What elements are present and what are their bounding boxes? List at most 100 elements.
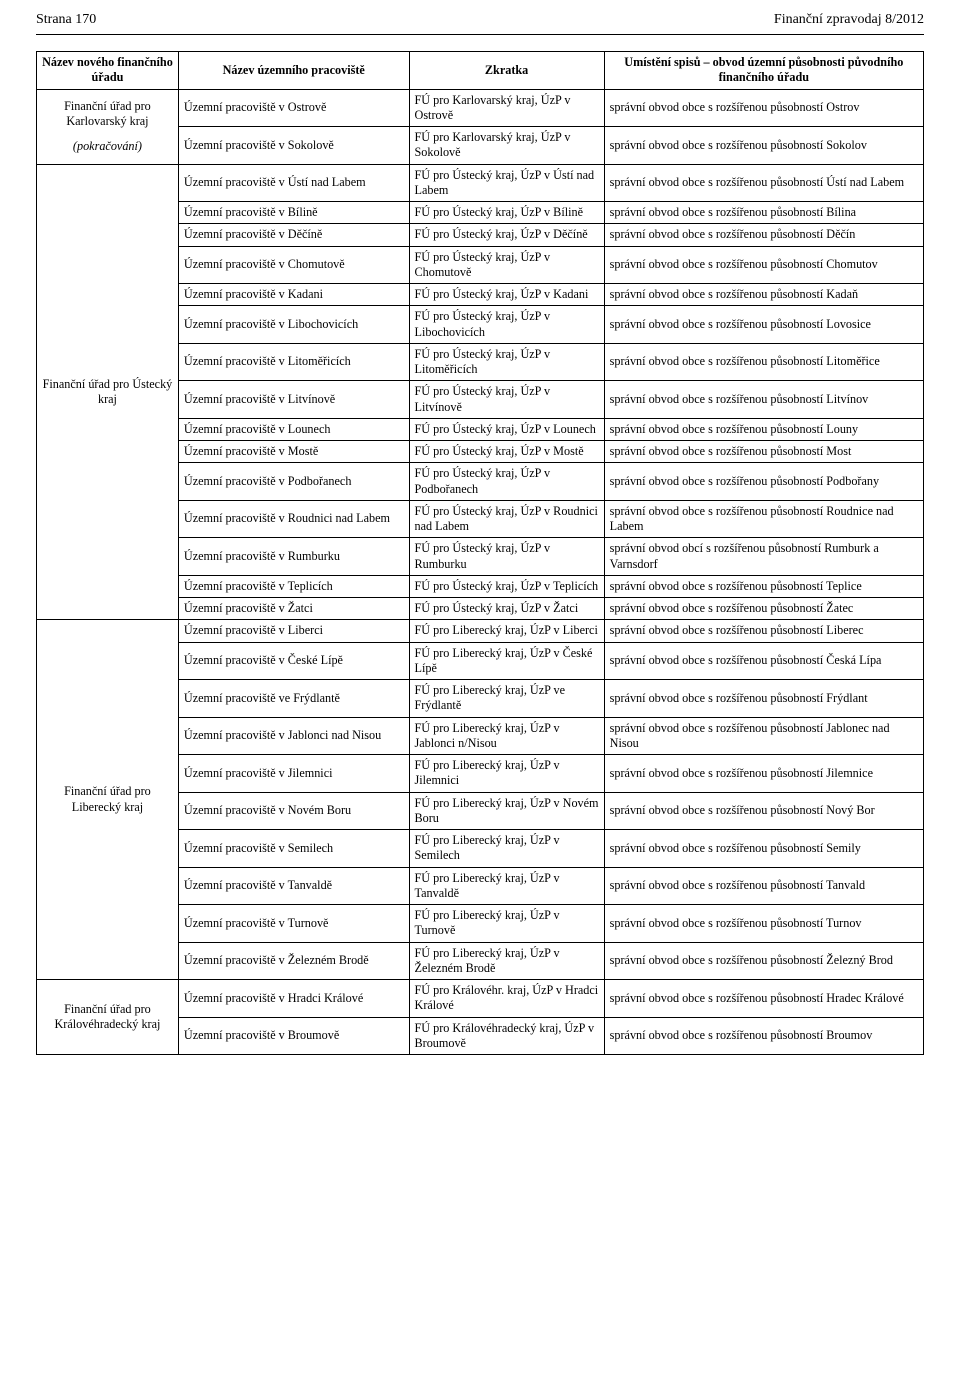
jurisdiction-cell: správní obvod obce s rozšířenou působnos… [604, 905, 923, 943]
abbrev-cell: FÚ pro Ústecký kraj, ÚzP v Roudnici nad … [409, 500, 604, 538]
jurisdiction-cell: správní obvod obce s rozšířenou působnos… [604, 343, 923, 381]
workplace-cell: Územní pracoviště v Železném Brodě [178, 942, 409, 980]
jurisdiction-cell: správní obvod obce s rozšířenou působnos… [604, 306, 923, 344]
abbrev-cell: FÚ pro Liberecký kraj, ÚzP v České Lípě [409, 642, 604, 680]
jurisdiction-cell: správní obvod obce s rozšířenou působnos… [604, 224, 923, 246]
workplace-cell: Územní pracoviště v Sokolově [178, 127, 409, 165]
table-body: Finanční úřad pro Karlovarský kraj(pokra… [37, 89, 924, 1055]
workplace-cell: Územní pracoviště v Hradci Králové [178, 980, 409, 1018]
workplace-cell: Územní pracoviště v Kadani [178, 284, 409, 306]
abbrev-cell: FÚ pro Liberecký kraj, ÚzP v Jablonci n/… [409, 717, 604, 755]
workplace-cell: Územní pracoviště v Liberci [178, 620, 409, 642]
jurisdiction-cell: správní obvod obce s rozšířenou působnos… [604, 1017, 923, 1055]
jurisdiction-cell: správní obvod obce s rozšířenou působnos… [604, 942, 923, 980]
jurisdiction-cell: správní obvod obce s rozšířenou působnos… [604, 680, 923, 718]
table-row: Finanční úřad pro Ústecký krajÚzemní pra… [37, 164, 924, 202]
workplace-cell: Územní pracoviště ve Frýdlantě [178, 680, 409, 718]
abbrev-cell: FÚ pro Ústecký kraj, ÚzP v Mostě [409, 441, 604, 463]
jurisdiction-cell: správní obvod obce s rozšířenou působnos… [604, 284, 923, 306]
jurisdiction-cell: správní obvod obce s rozšířenou působnos… [604, 598, 923, 620]
workplace-cell: Územní pracoviště v Teplicích [178, 575, 409, 597]
table-header-row: Název nového finančního úřadu Název územ… [37, 52, 924, 90]
workplace-cell: Územní pracoviště v Roudnici nad Labem [178, 500, 409, 538]
workplace-cell: Územní pracoviště v Ostrově [178, 89, 409, 127]
workplace-cell: Územní pracoviště v Mostě [178, 441, 409, 463]
jurisdiction-cell: správní obvod obcí s rozšířenou působnos… [604, 538, 923, 576]
jurisdiction-cell: správní obvod obce s rozšířenou působnos… [604, 717, 923, 755]
abbrev-cell: FÚ pro Ústecký kraj, ÚzP v Chomutově [409, 246, 604, 284]
header-rule [36, 34, 924, 35]
table-row: Finanční úřad pro Liberecký krajÚzemní p… [37, 620, 924, 642]
page-number: Strana 170 [36, 12, 96, 28]
office-cell: Finanční úřad pro Liberecký kraj [37, 620, 179, 980]
table-row: Finanční úřad pro Královéhradecký krajÚz… [37, 980, 924, 1018]
offices-table: Název nového finančního úřadu Název územ… [36, 51, 924, 1055]
workplace-cell: Územní pracoviště v Lounech [178, 418, 409, 440]
office-cell: Finanční úřad pro Karlovarský kraj(pokra… [37, 89, 179, 164]
abbrev-cell: FÚ pro Liberecký kraj, ÚzP v Železném Br… [409, 942, 604, 980]
workplace-cell: Územní pracoviště v Jablonci nad Nisou [178, 717, 409, 755]
office-cell: Finanční úřad pro Královéhradecký kraj [37, 980, 179, 1055]
abbrev-cell: FÚ pro Ústecký kraj, ÚzP v Lounech [409, 418, 604, 440]
table-row: Finanční úřad pro Karlovarský kraj(pokra… [37, 89, 924, 127]
abbrev-cell: FÚ pro Liberecký kraj, ÚzP v Novém Boru [409, 792, 604, 830]
abbrev-cell: FÚ pro Liberecký kraj, ÚzP v Turnově [409, 905, 604, 943]
office-cell: Finanční úřad pro Ústecký kraj [37, 164, 179, 620]
journal-title: Finanční zpravodaj 8/2012 [774, 12, 924, 28]
abbrev-cell: FÚ pro Liberecký kraj, ÚzP v Jilemnici [409, 755, 604, 793]
abbrev-cell: FÚ pro Liberecký kraj, ÚzP ve Frýdlantě [409, 680, 604, 718]
page-header: Strana 170 Finanční zpravodaj 8/2012 [0, 0, 960, 34]
workplace-cell: Územní pracoviště v Litoměřicích [178, 343, 409, 381]
abbrev-cell: FÚ pro Ústecký kraj, ÚzP v Děčíně [409, 224, 604, 246]
abbrev-cell: FÚ pro Liberecký kraj, ÚzP v Semilech [409, 830, 604, 868]
col-header-office: Název nového finančního úřadu [37, 52, 179, 90]
abbrev-cell: FÚ pro Ústecký kraj, ÚzP v Litvínově [409, 381, 604, 419]
abbrev-cell: FÚ pro Ústecký kraj, ÚzP v Podbořanech [409, 463, 604, 501]
workplace-cell: Územní pracoviště v Litvínově [178, 381, 409, 419]
jurisdiction-cell: správní obvod obce s rozšířenou působnos… [604, 792, 923, 830]
abbrev-cell: FÚ pro Královéhradecký kraj, ÚzP v Broum… [409, 1017, 604, 1055]
jurisdiction-cell: správní obvod obce s rozšířenou působnos… [604, 463, 923, 501]
abbrev-cell: FÚ pro Ústecký kraj, ÚzP v Teplicích [409, 575, 604, 597]
abbrev-cell: FÚ pro Karlovarský kraj, ÚzP v Sokolově [409, 127, 604, 165]
abbrev-cell: FÚ pro Ústecký kraj, ÚzP v Litoměřicích [409, 343, 604, 381]
jurisdiction-cell: správní obvod obce s rozšířenou působnos… [604, 164, 923, 202]
col-header-jurisdiction: Umístění spisů – obvod územní působnosti… [604, 52, 923, 90]
workplace-cell: Územní pracoviště v Bílině [178, 202, 409, 224]
jurisdiction-cell: správní obvod obce s rozšířenou působnos… [604, 980, 923, 1018]
jurisdiction-cell: správní obvod obce s rozšířenou působnos… [604, 867, 923, 905]
workplace-cell: Územní pracoviště v Semilech [178, 830, 409, 868]
col-header-workplace: Název územního pracoviště [178, 52, 409, 90]
abbrev-cell: FÚ pro Královéhr. kraj, ÚzP v Hradci Krá… [409, 980, 604, 1018]
abbrev-cell: FÚ pro Ústecký kraj, ÚzP v Žatci [409, 598, 604, 620]
abbrev-cell: FÚ pro Liberecký kraj, ÚzP v Liberci [409, 620, 604, 642]
abbrev-cell: FÚ pro Ústecký kraj, ÚzP v Kadani [409, 284, 604, 306]
workplace-cell: Územní pracoviště v Libochovicích [178, 306, 409, 344]
jurisdiction-cell: správní obvod obce s rozšířenou působnos… [604, 89, 923, 127]
jurisdiction-cell: správní obvod obce s rozšířenou působnos… [604, 755, 923, 793]
jurisdiction-cell: správní obvod obce s rozšířenou působnos… [604, 246, 923, 284]
jurisdiction-cell: správní obvod obce s rozšířenou působnos… [604, 441, 923, 463]
jurisdiction-cell: správní obvod obce s rozšířenou působnos… [604, 127, 923, 165]
table-head: Název nového finančního úřadu Název územ… [37, 52, 924, 90]
workplace-cell: Územní pracoviště v Ústí nad Labem [178, 164, 409, 202]
abbrev-cell: FÚ pro Karlovarský kraj, ÚzP v Ostrově [409, 89, 604, 127]
jurisdiction-cell: správní obvod obce s rozšířenou působnos… [604, 381, 923, 419]
workplace-cell: Územní pracoviště v Broumově [178, 1017, 409, 1055]
workplace-cell: Územní pracoviště v Tanvaldě [178, 867, 409, 905]
workplace-cell: Územní pracoviště v České Lípě [178, 642, 409, 680]
workplace-cell: Územní pracoviště v Jilemnici [178, 755, 409, 793]
abbrev-cell: FÚ pro Ústecký kraj, ÚzP v Rumburku [409, 538, 604, 576]
abbrev-cell: FÚ pro Liberecký kraj, ÚzP v Tanvaldě [409, 867, 604, 905]
workplace-cell: Územní pracoviště v Podbořanech [178, 463, 409, 501]
workplace-cell: Územní pracoviště v Novém Boru [178, 792, 409, 830]
workplace-cell: Územní pracoviště v Turnově [178, 905, 409, 943]
jurisdiction-cell: správní obvod obce s rozšířenou působnos… [604, 418, 923, 440]
jurisdiction-cell: správní obvod obce s rozšířenou působnos… [604, 202, 923, 224]
jurisdiction-cell: správní obvod obce s rozšířenou působnos… [604, 620, 923, 642]
abbrev-cell: FÚ pro Ústecký kraj, ÚzP v Libochovicích [409, 306, 604, 344]
abbrev-cell: FÚ pro Ústecký kraj, ÚzP v Ústí nad Labe… [409, 164, 604, 202]
abbrev-cell: FÚ pro Ústecký kraj, ÚzP v Bílině [409, 202, 604, 224]
col-header-abbrev: Zkratka [409, 52, 604, 90]
jurisdiction-cell: správní obvod obce s rozšířenou působnos… [604, 500, 923, 538]
